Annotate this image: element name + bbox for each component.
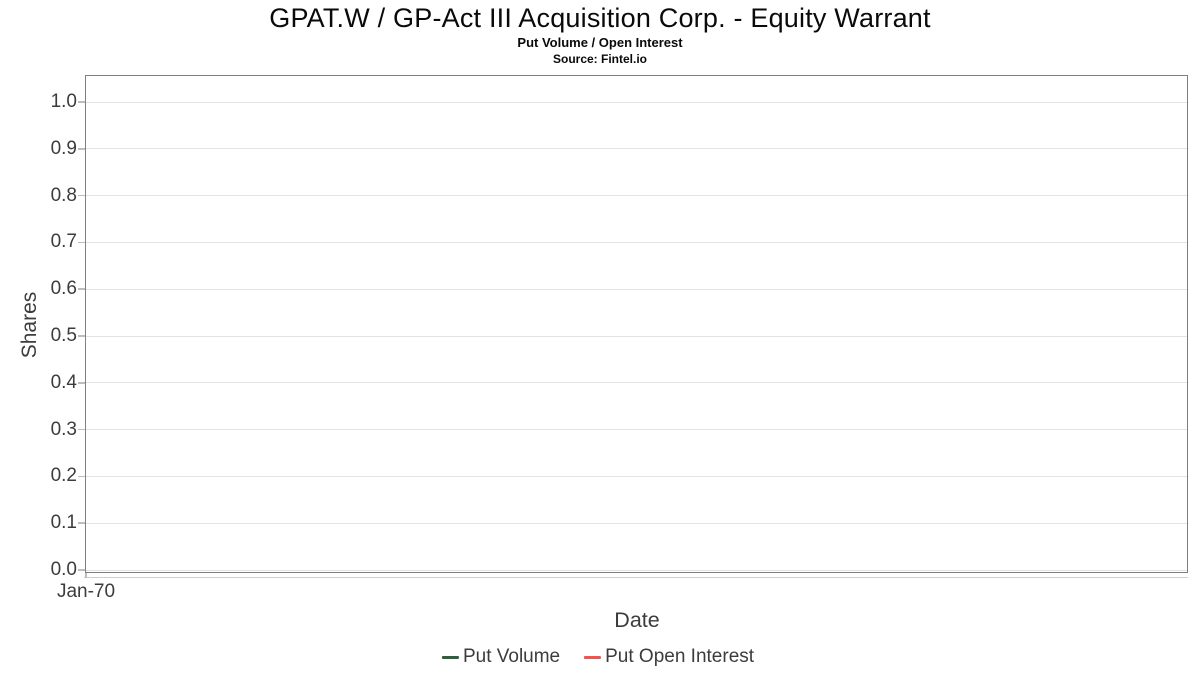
legend-label: Put Volume xyxy=(462,646,561,667)
y-tick-mark xyxy=(78,288,85,290)
y-tick-mark xyxy=(78,522,85,524)
x-axis-line xyxy=(84,577,1188,578)
gridline xyxy=(86,101,1187,103)
y-tick-mark xyxy=(78,475,85,478)
legend-item-put-open-interest[interactable]: Put Open Interest xyxy=(584,646,754,668)
y-tick-label: 0.2 xyxy=(50,465,77,487)
gridline xyxy=(86,569,1187,571)
y-tick-label: 1.0 xyxy=(50,91,77,112)
y-tick-label: 0.6 xyxy=(50,278,77,300)
gridline xyxy=(86,522,1187,524)
gridline xyxy=(86,241,1187,243)
y-tick-mark xyxy=(78,101,85,103)
y-tick-mark xyxy=(78,241,85,244)
gridline xyxy=(86,429,1187,431)
y-tick-label: 0.3 xyxy=(50,418,77,440)
y-tick-mark xyxy=(78,194,85,197)
y-tick-label: 0.5 xyxy=(50,325,77,346)
chart-subtitle: Put Volume / Open Interest xyxy=(517,35,683,50)
plot-area xyxy=(85,75,1188,573)
y-tick-label: 0.8 xyxy=(50,184,77,206)
y-tick-label: 0.9 xyxy=(50,137,77,159)
y-tick-label: 0.1 xyxy=(50,512,77,534)
x-axis-label: Date xyxy=(614,608,660,632)
chart-source-credit: Source: Fintel.io xyxy=(552,52,647,66)
chart-title: GPAT.W / GP-Act III Acquisition Corp. - … xyxy=(269,3,931,33)
x-tick-mark xyxy=(85,573,87,578)
y-tick-mark xyxy=(78,335,85,337)
y-tick-mark xyxy=(78,569,85,571)
y-tick-label: 0.0 xyxy=(50,559,77,580)
gridline xyxy=(86,148,1187,150)
y-tick-mark xyxy=(78,428,85,431)
legend-line-swatch xyxy=(441,655,459,659)
y-tick-mark xyxy=(78,382,85,384)
gridline xyxy=(86,195,1187,197)
x-tick-label: Jan-70 xyxy=(56,581,116,602)
legend-label: Put Open Interest xyxy=(605,646,755,667)
y-tick-mark xyxy=(78,148,85,150)
gridline xyxy=(86,335,1187,337)
legend: Put Volume Put Open Interest xyxy=(441,646,754,668)
y-tick-label: 0.7 xyxy=(50,231,77,253)
legend-line-swatch xyxy=(584,655,602,659)
gridline xyxy=(86,382,1187,384)
gridline xyxy=(86,288,1187,290)
y-tick-label: 0.4 xyxy=(50,371,77,393)
legend-item-put-volume[interactable]: Put Volume xyxy=(441,646,561,668)
gridline xyxy=(86,475,1187,477)
